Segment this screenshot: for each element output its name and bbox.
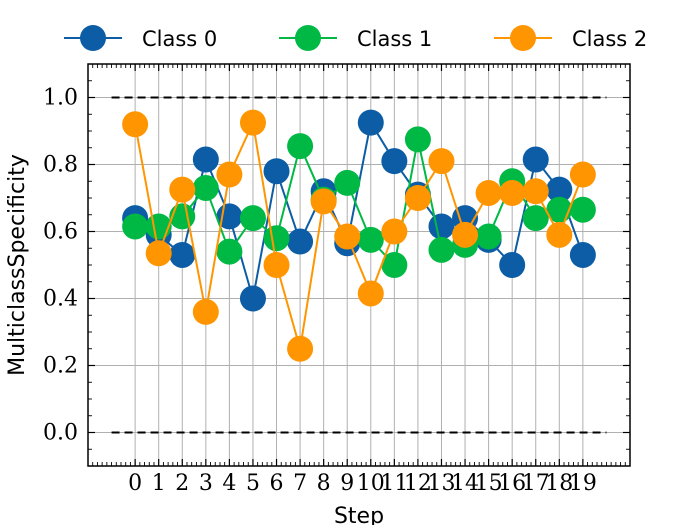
x-axis-label: Step <box>334 504 384 525</box>
x-tick-label: 8 <box>317 471 331 496</box>
x-tick-label: 3 <box>199 471 213 496</box>
data-point <box>428 148 455 175</box>
data-point <box>381 218 408 245</box>
data-point <box>239 109 266 136</box>
y-axis-label: MulticlassSpecificity <box>5 154 30 376</box>
data-point <box>334 223 361 250</box>
data-point <box>522 146 549 173</box>
y-tick-label: 0.0 <box>43 421 78 446</box>
data-point <box>122 213 149 240</box>
x-tick-label: 5 <box>246 471 260 496</box>
data-point <box>452 221 479 248</box>
data-point <box>357 226 384 253</box>
data-point <box>475 223 502 250</box>
data-point <box>357 280 384 307</box>
x-tick-label: 13 <box>427 471 455 496</box>
data-point <box>287 335 314 362</box>
legend: Class 0 Class 1 Class 2 <box>64 25 647 51</box>
series-layer <box>122 109 596 362</box>
data-point <box>287 133 314 160</box>
series-2 <box>122 109 596 362</box>
legend-entry: Class 2 <box>494 25 647 51</box>
ticks <box>87 63 631 467</box>
y-tick-label: 0.8 <box>43 153 78 178</box>
x-tick-label: 2 <box>175 471 189 496</box>
x-tick-label: 15 <box>475 471 503 496</box>
data-point <box>357 109 384 136</box>
data-point <box>475 179 502 206</box>
data-point <box>122 111 149 138</box>
legend-label: Class 2 <box>572 27 647 51</box>
data-point <box>169 241 196 268</box>
x-tick-label: 18 <box>545 471 573 496</box>
x-tick-label: 9 <box>340 471 354 496</box>
data-point <box>428 236 455 263</box>
data-point <box>428 213 455 240</box>
data-point <box>192 146 219 173</box>
legend-marker <box>295 25 321 51</box>
legend-label: Class 0 <box>142 27 217 51</box>
y-tick-label: 0.4 <box>43 287 78 312</box>
x-tick-label: 1 <box>152 471 166 496</box>
data-point <box>287 228 314 255</box>
data-point <box>546 176 573 203</box>
data-point <box>263 225 290 252</box>
data-point <box>569 241 596 268</box>
legend-label: Class 1 <box>357 27 432 51</box>
legend-entry: Class 0 <box>64 25 217 51</box>
data-point <box>239 285 266 312</box>
x-tick-label: 17 <box>522 471 550 496</box>
x-tick-label: 11 <box>380 471 408 496</box>
data-point <box>569 161 596 188</box>
x-tick-label: 19 <box>569 471 597 496</box>
data-point <box>239 205 266 232</box>
data-point <box>263 158 290 185</box>
y-tick-label: 1.0 <box>43 86 78 111</box>
x-tick-label: 10 <box>357 471 385 496</box>
tick-labels: 0 1 2 3 4 5 6 7 8 9 101112131415161718190.00.20.40… <box>43 86 597 497</box>
data-point <box>381 148 408 175</box>
data-point <box>216 238 243 265</box>
data-point <box>145 240 172 267</box>
x-tick-label: 12 <box>404 471 432 496</box>
data-point <box>569 196 596 223</box>
x-tick-label: 6 <box>270 471 284 496</box>
x-tick-label: 0 <box>128 471 142 496</box>
data-point <box>522 178 549 205</box>
data-point <box>334 169 361 196</box>
data-point <box>192 298 219 325</box>
data-point <box>499 252 526 278</box>
x-tick-label: 4 <box>222 471 236 496</box>
data-point <box>381 252 408 278</box>
y-tick-label: 0.6 <box>43 220 78 245</box>
data-point <box>499 179 526 206</box>
data-point <box>404 185 431 211</box>
legend-marker <box>80 25 106 51</box>
data-point <box>404 126 431 153</box>
data-point <box>263 252 290 278</box>
data-point <box>169 176 196 203</box>
legend-marker <box>510 25 536 51</box>
x-tick-label: 16 <box>498 471 526 496</box>
data-point <box>522 205 549 232</box>
x-tick-label: 7 <box>293 471 307 496</box>
data-point <box>310 188 337 215</box>
x-tick-label: 14 <box>451 471 479 496</box>
data-point <box>546 221 573 248</box>
y-tick-label: 0.2 <box>43 354 78 379</box>
legend-entry: Class 1 <box>279 25 432 51</box>
data-point <box>216 161 243 188</box>
reference-lines <box>111 96 607 434</box>
data-point <box>192 174 219 201</box>
